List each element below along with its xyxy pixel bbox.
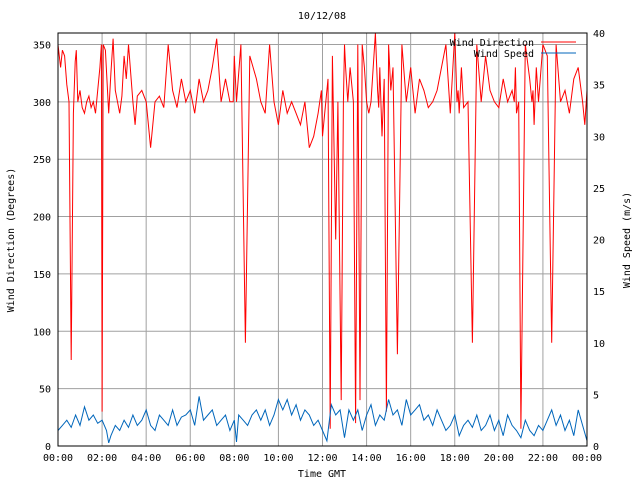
- chart-title: 10/12/08: [298, 11, 346, 22]
- x-tick-label: 08:00: [219, 453, 249, 464]
- x-axis-label: Time GMT: [298, 469, 346, 480]
- x-tick-label: 02:00: [87, 453, 117, 464]
- series-layer: [57, 32, 588, 444]
- x-tick-label: 12:00: [307, 453, 337, 464]
- y2-tick-label: 20: [593, 236, 605, 247]
- legend: Wind Direction Wind Speed: [450, 38, 576, 60]
- y2-tick-label: 25: [593, 184, 605, 195]
- plot-frame: [57, 32, 588, 447]
- y2-tick-label: 40: [593, 29, 605, 40]
- y-tick-label: 50: [39, 385, 51, 396]
- y-tick-label: 300: [33, 98, 51, 109]
- y-tick-label: 250: [33, 155, 51, 166]
- x-tick-label: 00:00: [43, 453, 73, 464]
- tick-labels: 00:00 02:00 04:00 06:00 08:00 10:00 12:00 14:00…: [33, 29, 605, 464]
- y-tick-label: 0: [45, 442, 51, 453]
- y-axis-label: Wind Direction (Degrees): [6, 168, 17, 313]
- series-line-wind-direction: [57, 32, 588, 429]
- y2-tick-label: 10: [593, 339, 605, 350]
- legend-label-wind-speed: Wind Speed: [474, 49, 534, 60]
- y-tick-label: 350: [33, 40, 51, 51]
- x-tick-label: 10:00: [263, 453, 293, 464]
- x-tick-label: 18:00: [440, 453, 470, 464]
- legend-label-wind-direction: Wind Direction: [450, 38, 534, 49]
- y2-tick-label: 35: [593, 81, 605, 92]
- y-tick-label: 100: [33, 327, 51, 338]
- x-tick-label: 06:00: [175, 453, 205, 464]
- x-tick-label: 16:00: [396, 453, 426, 464]
- x-tick-label: 00:00: [572, 453, 602, 464]
- y-tick-label: 200: [33, 213, 51, 224]
- series-line-wind-speed: [57, 396, 588, 444]
- y2-tick-label: 30: [593, 132, 605, 143]
- y-tick-label: 150: [33, 270, 51, 281]
- y2-tick-label: 0: [593, 442, 599, 453]
- x-tick-label: 14:00: [352, 453, 382, 464]
- grid: [58, 33, 587, 446]
- x-tick-label: 22:00: [528, 453, 558, 464]
- y2-tick-label: 15: [593, 287, 605, 298]
- x-tick-label: 20:00: [484, 453, 514, 464]
- y2-tick-label: 5: [593, 390, 599, 401]
- x-tick-label: 04:00: [131, 453, 161, 464]
- y2-axis-label: Wind Speed (m/s): [622, 192, 633, 288]
